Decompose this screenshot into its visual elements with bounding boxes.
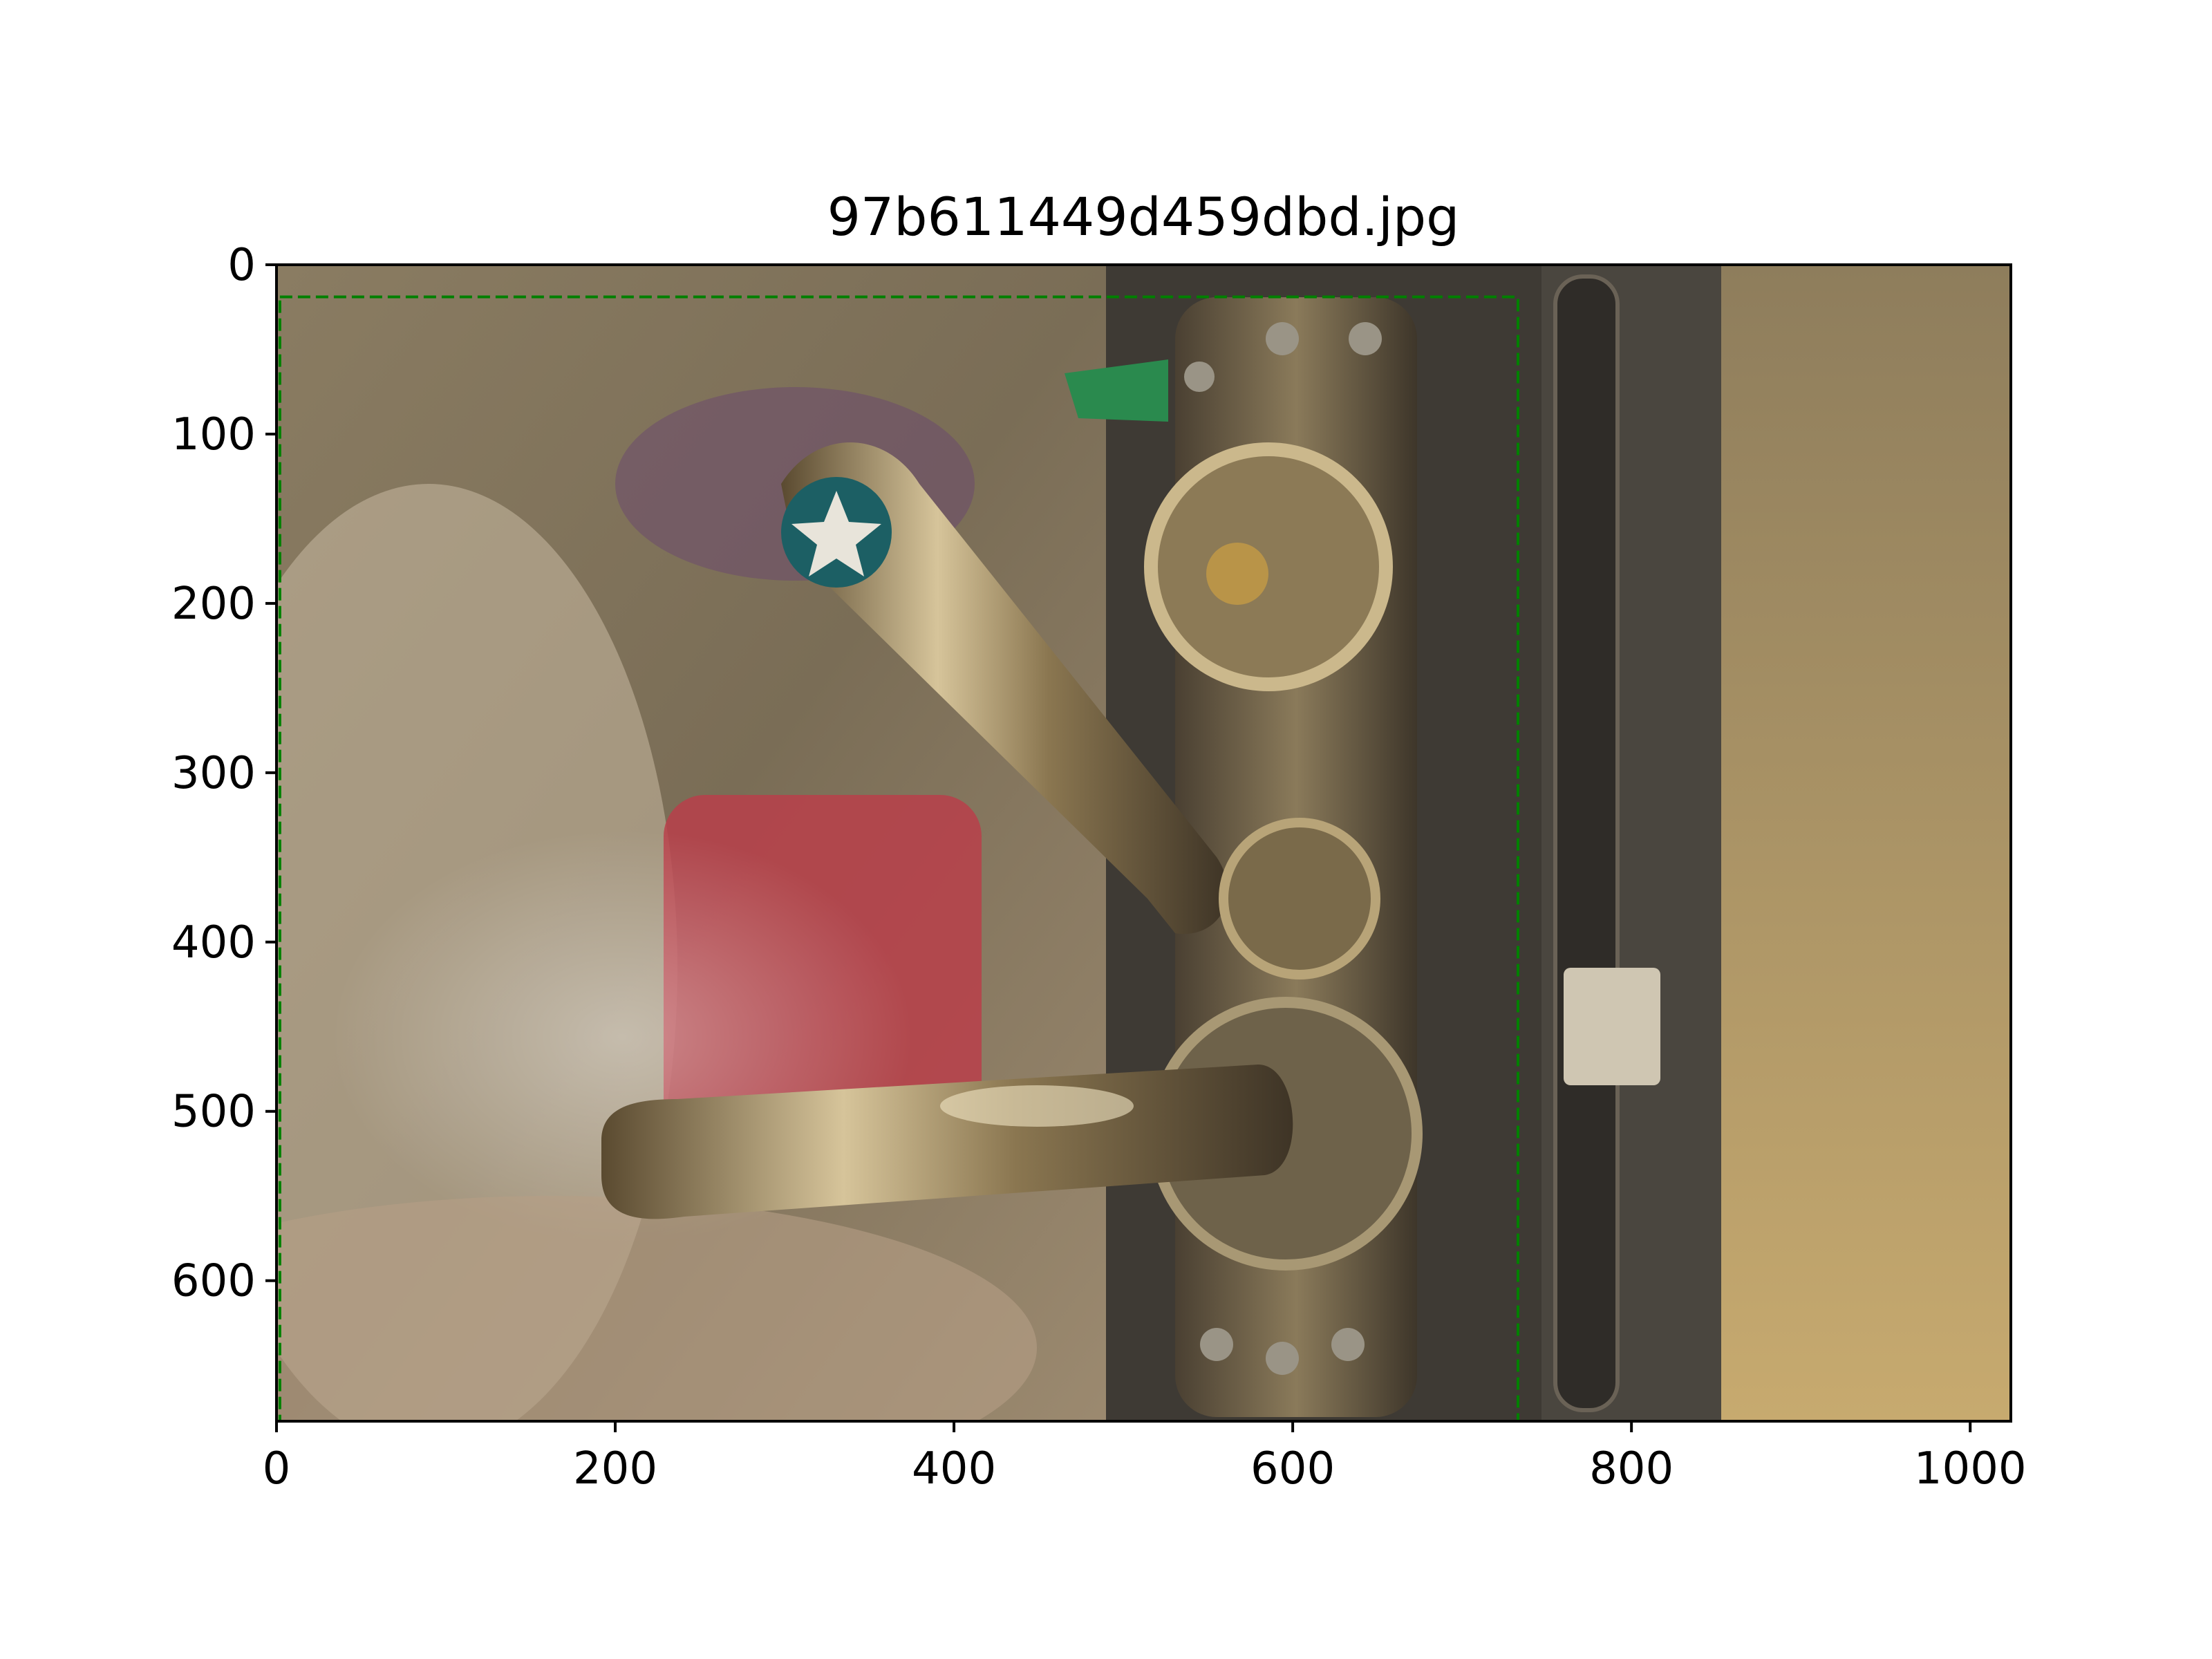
y-tick-label: 600 xyxy=(171,1256,256,1307)
x-tick-label: 600 xyxy=(1250,1443,1335,1494)
screw xyxy=(1266,322,1299,355)
x-tick-label: 0 xyxy=(263,1443,291,1494)
screw xyxy=(1331,1328,1365,1361)
y-tick-label: 500 xyxy=(171,1087,256,1138)
x-tick-label: 200 xyxy=(573,1443,657,1494)
y-tick-label: 200 xyxy=(171,579,256,630)
screw xyxy=(1184,362,1215,392)
key-cylinder xyxy=(1151,449,1386,684)
y-axis: 0 100 200 300 400 500 600 xyxy=(171,240,276,1307)
screw xyxy=(1200,1328,1233,1361)
x-tick-label: 1000 xyxy=(1914,1443,2027,1494)
lower-handle-highlight xyxy=(940,1085,1134,1127)
x-axis: 0 200 400 600 800 1000 xyxy=(263,1421,2027,1494)
blurred-floor xyxy=(69,1196,1037,1500)
upper-handle-rosette xyxy=(1224,823,1376,975)
y-tick-label: 0 xyxy=(227,240,256,291)
screw xyxy=(1266,1342,1299,1375)
x-tick-label: 400 xyxy=(912,1443,996,1494)
keyhole xyxy=(1206,543,1268,605)
photo-background-right xyxy=(1721,265,2012,1421)
screw xyxy=(1349,322,1382,355)
y-tick-label: 300 xyxy=(171,748,256,799)
y-tick-label: 100 xyxy=(171,409,256,460)
photo xyxy=(69,265,2012,1500)
latch-bolt xyxy=(1564,968,1660,1085)
y-tick-label: 400 xyxy=(171,917,256,968)
chart-title: 97b611449d459dbd.jpg xyxy=(827,186,1460,247)
x-tick-label: 800 xyxy=(1589,1443,1674,1494)
strike-plate xyxy=(1555,276,1618,1410)
